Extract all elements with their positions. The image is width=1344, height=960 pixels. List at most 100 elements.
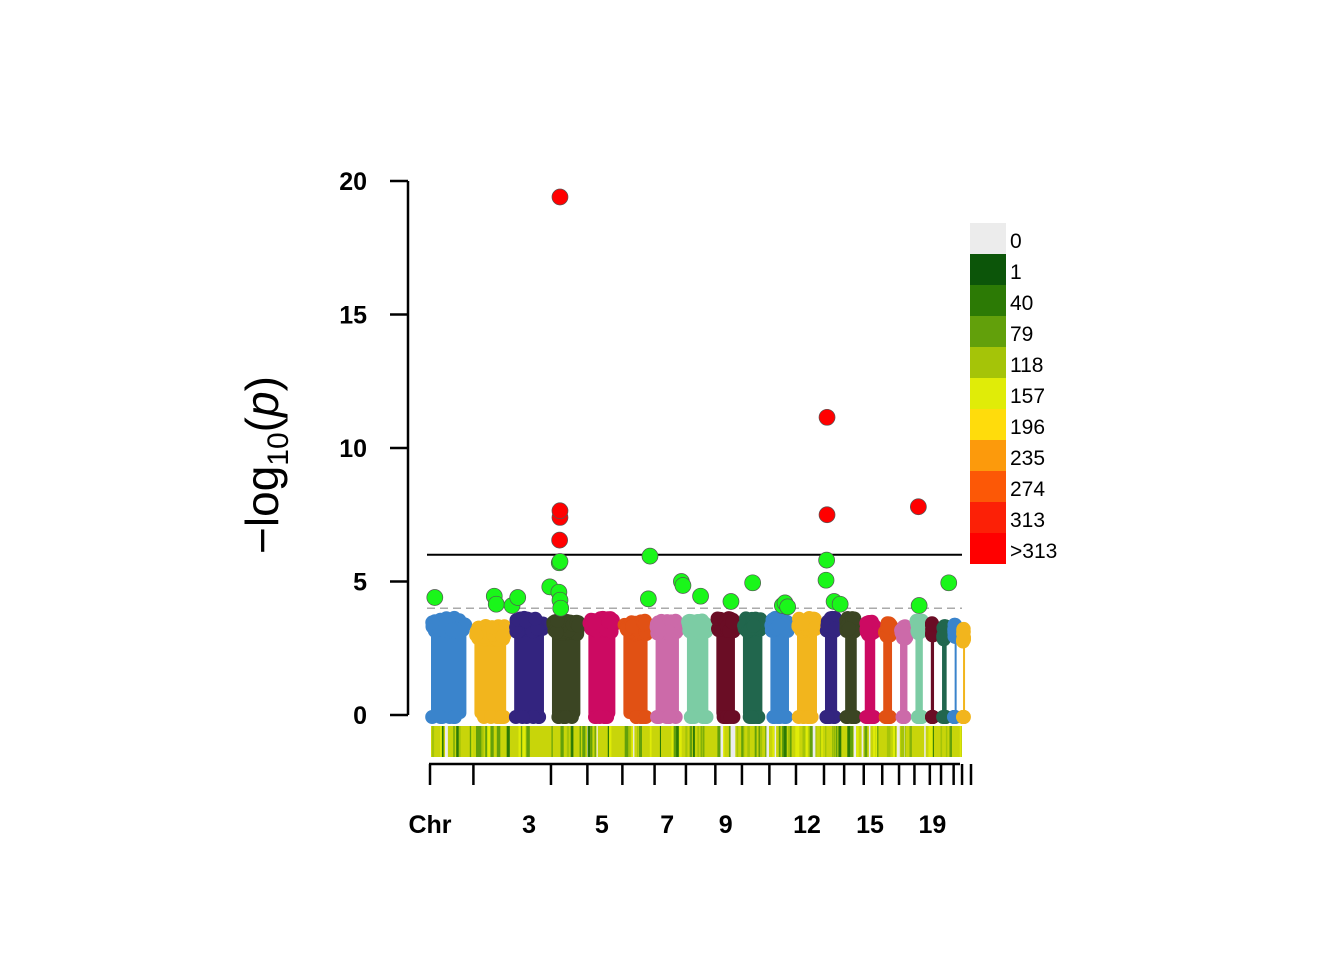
legend-swatch bbox=[970, 378, 1006, 409]
density-bin bbox=[607, 726, 609, 757]
legend-swatch bbox=[970, 316, 1006, 347]
snp-point bbox=[817, 571, 835, 589]
density-bin bbox=[491, 726, 494, 757]
y-tick-label: 0 bbox=[353, 702, 367, 730]
chromosome-clusters bbox=[425, 610, 971, 724]
density-bin bbox=[638, 726, 642, 757]
density-bin bbox=[701, 726, 703, 757]
snp-point bbox=[509, 589, 527, 606]
snp-point bbox=[426, 589, 444, 606]
chr-cluster-dot bbox=[723, 710, 738, 724]
density-bin bbox=[778, 726, 781, 757]
density-bin bbox=[731, 726, 735, 757]
snp-point bbox=[551, 502, 569, 520]
density-bin bbox=[741, 726, 744, 757]
y-axis: 0 5 10 15 20 bbox=[339, 168, 410, 730]
density-bin bbox=[649, 726, 652, 757]
density-bin bbox=[787, 726, 790, 757]
x-tick-label: 3 bbox=[522, 811, 536, 839]
snp-point bbox=[940, 574, 958, 592]
density-bin bbox=[909, 726, 912, 757]
density-bin bbox=[477, 726, 480, 757]
density-bin bbox=[736, 726, 739, 757]
density-bin bbox=[631, 726, 635, 757]
density-bin bbox=[526, 726, 530, 757]
density-bin bbox=[805, 726, 808, 757]
chr-cluster-dot bbox=[549, 625, 564, 640]
density-bin bbox=[487, 726, 491, 757]
chr-cluster-dot bbox=[746, 618, 761, 633]
chr-cluster-dot bbox=[895, 710, 910, 724]
legend-label: 79 bbox=[1010, 323, 1033, 346]
legend-label: 1 bbox=[1010, 261, 1022, 284]
x-tick-label: 19 bbox=[919, 811, 947, 839]
density-legend: 0 1 40 79 118 157 196 235 274 313 >313 bbox=[970, 223, 1057, 564]
legend-swatch bbox=[970, 533, 1006, 564]
density-bin bbox=[728, 726, 731, 757]
density-bin bbox=[521, 726, 523, 757]
chr-cluster-body bbox=[742, 620, 763, 719]
density-bin bbox=[432, 726, 435, 757]
density-bin bbox=[685, 726, 688, 757]
density-bin bbox=[703, 726, 705, 757]
chr-cluster-10 bbox=[737, 611, 768, 724]
snp-point bbox=[818, 551, 835, 569]
chr-cluster-dot bbox=[592, 710, 607, 724]
chr-cluster-dot bbox=[625, 619, 640, 634]
density-bin bbox=[697, 726, 699, 757]
snp-point bbox=[552, 599, 570, 617]
density-bin bbox=[789, 726, 792, 757]
legend-label: 157 bbox=[1010, 385, 1045, 408]
snp-point bbox=[818, 506, 836, 524]
density-bin bbox=[689, 726, 693, 757]
density-bin bbox=[783, 726, 787, 757]
chr-cluster-body bbox=[474, 628, 507, 719]
density-bin bbox=[693, 726, 695, 757]
density-bin bbox=[754, 726, 757, 757]
density-bin bbox=[566, 726, 570, 757]
density-bin bbox=[498, 726, 501, 757]
chr-cluster-2 bbox=[469, 619, 512, 724]
chr-cluster-dot bbox=[897, 628, 912, 643]
snp-point bbox=[744, 574, 762, 592]
x-tick-label: 12 bbox=[793, 811, 821, 839]
density-bin bbox=[772, 726, 774, 757]
snp-point bbox=[551, 188, 569, 206]
y-tick-label: 10 bbox=[339, 435, 367, 463]
density-bin bbox=[877, 726, 879, 757]
density-bin bbox=[795, 726, 798, 757]
snp-point bbox=[640, 590, 657, 608]
y-axis-title: −log10(p) bbox=[236, 376, 295, 554]
chr-cluster-dot bbox=[910, 624, 925, 639]
snp-point bbox=[831, 595, 849, 613]
density-bin bbox=[440, 726, 442, 757]
snp-point bbox=[674, 577, 692, 594]
snp-point bbox=[722, 593, 740, 610]
chr-cluster-dot bbox=[808, 620, 822, 635]
x-axis-title: Chr bbox=[408, 811, 451, 839]
chr-cluster-dot bbox=[444, 622, 459, 637]
density-bin bbox=[774, 726, 777, 757]
chr-cluster-body bbox=[623, 623, 648, 719]
chr-cluster-body bbox=[796, 620, 817, 719]
chr-cluster-1 bbox=[425, 610, 473, 724]
density-bin bbox=[489, 726, 493, 757]
snp-point bbox=[641, 547, 659, 565]
density-bin bbox=[812, 726, 816, 757]
chr-cluster-16 bbox=[878, 616, 898, 724]
density-bin bbox=[506, 726, 510, 757]
density-bin bbox=[847, 726, 851, 757]
chr-cluster-dot bbox=[956, 626, 971, 641]
density-bin bbox=[759, 726, 763, 757]
density-bin bbox=[673, 726, 677, 757]
density-bin bbox=[820, 726, 823, 757]
chr-cluster-18 bbox=[909, 613, 929, 724]
snp-point bbox=[692, 587, 709, 605]
chr-cluster-body bbox=[770, 620, 789, 719]
snp-point bbox=[487, 595, 505, 613]
chr-cluster-dot bbox=[515, 710, 530, 724]
chr-cluster-15 bbox=[859, 614, 882, 724]
density-bin bbox=[945, 726, 948, 757]
chr-cluster-body bbox=[954, 626, 957, 719]
